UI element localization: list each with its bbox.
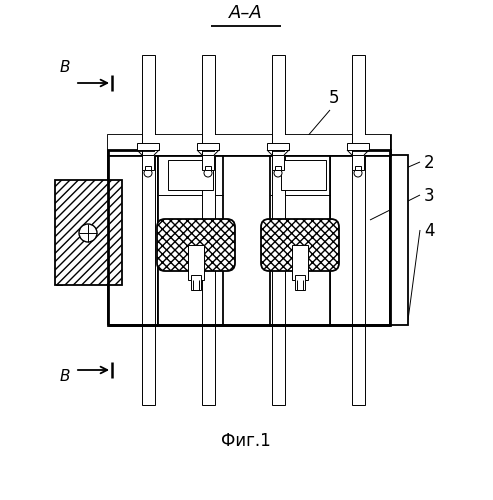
- Circle shape: [204, 169, 212, 177]
- Text: 2: 2: [424, 154, 435, 172]
- Text: 4: 4: [424, 222, 434, 240]
- Bar: [295, 275, 305, 290]
- Bar: [154, 135, 172, 155]
- Bar: [202, 55, 215, 405]
- Bar: [284, 135, 312, 155]
- Bar: [184, 135, 202, 155]
- Bar: [390, 155, 408, 325]
- Bar: [270, 155, 330, 325]
- Bar: [285, 135, 352, 155]
- Bar: [202, 155, 214, 170]
- Bar: [108, 135, 390, 155]
- Bar: [205, 166, 211, 170]
- Bar: [330, 155, 390, 325]
- Bar: [215, 135, 272, 155]
- Bar: [108, 150, 390, 325]
- Bar: [352, 55, 365, 405]
- Circle shape: [79, 224, 97, 242]
- Bar: [364, 135, 390, 155]
- Bar: [272, 155, 284, 170]
- Bar: [352, 155, 364, 170]
- Bar: [188, 245, 204, 280]
- Circle shape: [274, 169, 282, 177]
- Bar: [281, 160, 326, 190]
- Bar: [155, 135, 202, 155]
- Bar: [214, 135, 237, 155]
- Bar: [142, 155, 154, 170]
- Bar: [108, 150, 390, 325]
- Bar: [55, 180, 122, 285]
- Bar: [142, 55, 155, 405]
- Bar: [158, 155, 223, 325]
- Bar: [145, 166, 151, 170]
- Text: 3: 3: [424, 187, 435, 205]
- Bar: [347, 143, 369, 150]
- Bar: [249, 135, 272, 155]
- Bar: [355, 166, 361, 170]
- Bar: [197, 143, 219, 150]
- Text: В: В: [60, 60, 70, 75]
- Bar: [108, 135, 142, 155]
- Bar: [272, 55, 285, 405]
- Text: В: В: [60, 369, 70, 384]
- Bar: [137, 143, 159, 150]
- FancyBboxPatch shape: [157, 219, 235, 271]
- FancyBboxPatch shape: [261, 219, 339, 271]
- Bar: [324, 135, 352, 155]
- Circle shape: [354, 169, 362, 177]
- Text: Фиг.1: Фиг.1: [221, 432, 271, 450]
- Text: А–А: А–А: [229, 4, 263, 22]
- Bar: [191, 275, 201, 290]
- Bar: [267, 143, 289, 150]
- Text: 5: 5: [329, 89, 339, 107]
- Bar: [168, 160, 213, 190]
- Bar: [223, 155, 330, 325]
- Circle shape: [144, 169, 152, 177]
- Text: 1: 1: [53, 272, 63, 290]
- Bar: [275, 166, 281, 170]
- Bar: [108, 155, 158, 325]
- Bar: [292, 245, 308, 280]
